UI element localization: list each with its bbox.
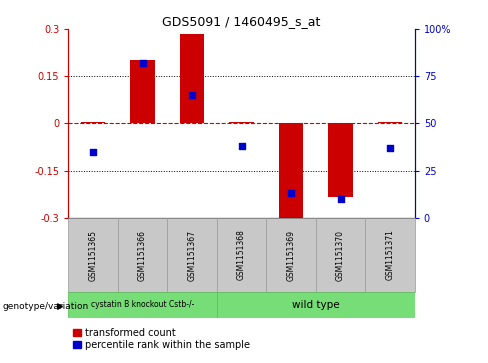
Text: wild type: wild type xyxy=(292,300,340,310)
Point xyxy=(238,143,245,149)
Bar xyxy=(68,218,118,292)
Bar xyxy=(328,123,353,197)
Text: GSM1151368: GSM1151368 xyxy=(237,229,246,281)
Point xyxy=(89,149,97,155)
Text: GSM1151367: GSM1151367 xyxy=(187,229,197,281)
Point xyxy=(188,92,196,98)
Polygon shape xyxy=(58,304,62,309)
Point xyxy=(287,190,295,196)
Bar xyxy=(217,292,415,318)
Bar xyxy=(316,218,366,292)
Bar xyxy=(266,218,316,292)
Point xyxy=(337,196,345,202)
Legend: transformed count, percentile rank within the sample: transformed count, percentile rank withi… xyxy=(73,328,250,350)
Text: GSM1151371: GSM1151371 xyxy=(386,229,395,281)
Bar xyxy=(229,122,254,123)
Text: GSM1151365: GSM1151365 xyxy=(88,229,98,281)
Point xyxy=(386,145,394,151)
Text: genotype/variation: genotype/variation xyxy=(2,302,89,311)
Text: GSM1151370: GSM1151370 xyxy=(336,229,345,281)
Bar xyxy=(366,218,415,292)
Bar xyxy=(279,123,304,219)
Text: GSM1151366: GSM1151366 xyxy=(138,229,147,281)
Text: GSM1151369: GSM1151369 xyxy=(286,229,296,281)
Title: GDS5091 / 1460495_s_at: GDS5091 / 1460495_s_at xyxy=(163,15,321,28)
Bar xyxy=(167,218,217,292)
Bar xyxy=(180,34,204,123)
Bar xyxy=(378,122,403,123)
Point xyxy=(139,60,146,66)
Text: cystatin B knockout Cstb-/-: cystatin B knockout Cstb-/- xyxy=(91,301,194,309)
Bar xyxy=(68,292,217,318)
Bar xyxy=(217,218,266,292)
Bar xyxy=(118,218,167,292)
Bar xyxy=(81,122,105,123)
Bar xyxy=(130,61,155,123)
